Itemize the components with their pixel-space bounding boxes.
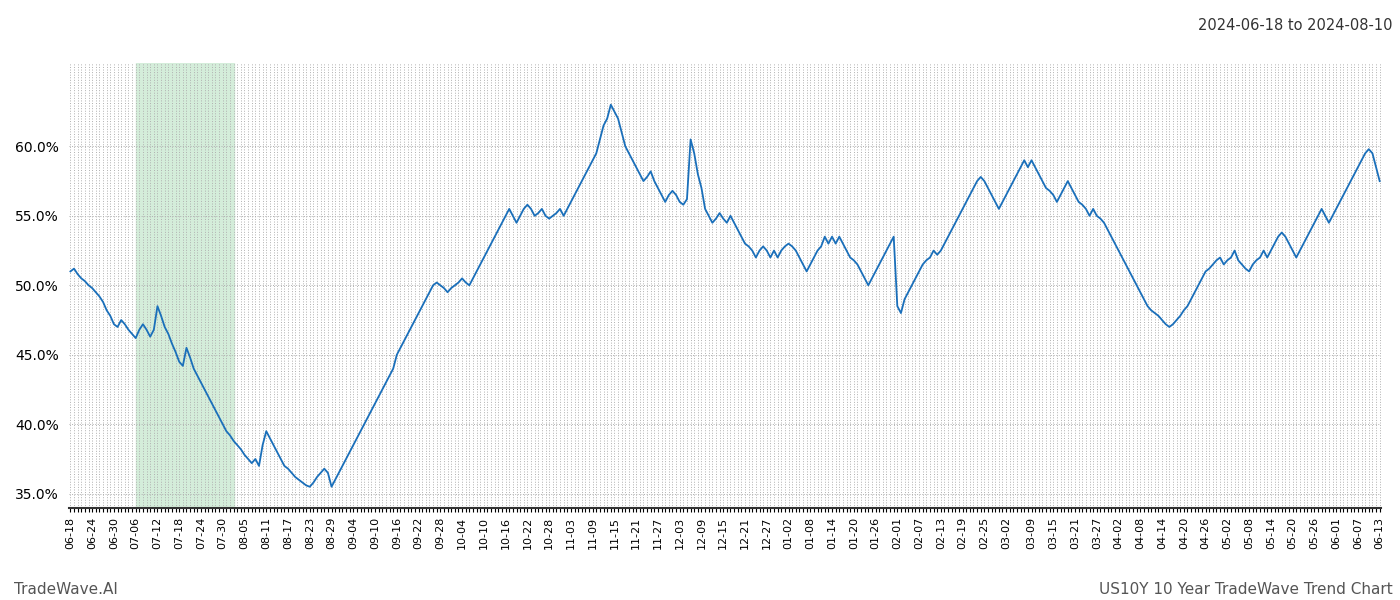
- Bar: [136, 63, 234, 508]
- Text: US10Y 10 Year TradeWave Trend Chart: US10Y 10 Year TradeWave Trend Chart: [1099, 582, 1393, 597]
- Text: TradeWave.AI: TradeWave.AI: [14, 582, 118, 597]
- Text: 2024-06-18 to 2024-08-10: 2024-06-18 to 2024-08-10: [1198, 18, 1393, 33]
